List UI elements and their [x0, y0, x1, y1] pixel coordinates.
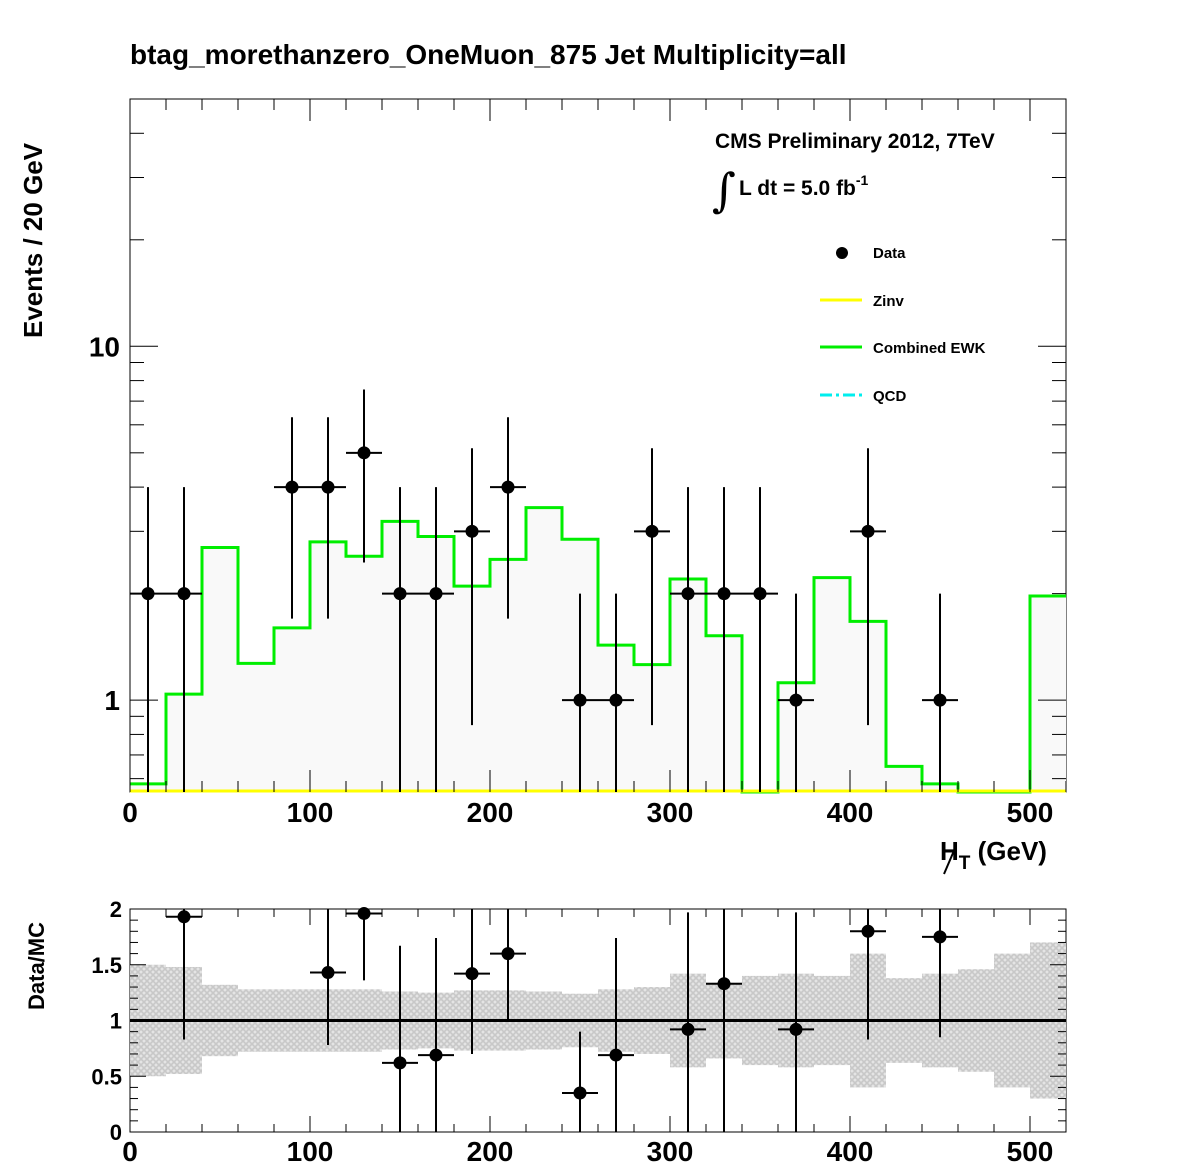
main-x-axis: 0 100 200 300 400 500 — [122, 99, 1067, 828]
ratio-x-tick-label: 400 — [827, 1136, 874, 1167]
data-point — [573, 693, 587, 707]
data-point — [465, 524, 479, 538]
ratio-point — [465, 967, 479, 981]
data-point — [321, 480, 335, 494]
ratio-x-axis: 0 100 200 300 400 500 — [122, 909, 1067, 1167]
x-title-slash-mark — [943, 845, 957, 875]
ratio-point — [861, 924, 875, 938]
main-x-tick-label: 0 — [122, 797, 138, 828]
x-title-main: H — [940, 836, 959, 866]
ratio-x-tick-label: 100 — [287, 1136, 334, 1167]
ratio-x-tick-label: 200 — [467, 1136, 514, 1167]
ratio-plot-panel: 0 100 200 300 400 500 0 0.5 1 1.5 2 Data/MC — [24, 897, 1067, 1167]
data-point — [681, 587, 695, 601]
cms-label: CMS Preliminary 2012, 7TeV — [715, 130, 995, 153]
data-point — [789, 693, 803, 707]
main-x-axis-title: HT (GeV) — [940, 836, 1047, 874]
legend-qcd-label: QCD — [873, 388, 907, 405]
ratio-y-tick-label: 0.5 — [91, 1064, 122, 1089]
ratio-point — [681, 1022, 695, 1036]
main-y-tick-label: 10 — [89, 331, 120, 362]
ewk-histogram-line — [130, 506, 1066, 794]
ratio-point — [933, 930, 947, 944]
ratio-point — [573, 1086, 587, 1100]
data-point — [393, 587, 407, 601]
data-point — [501, 480, 515, 494]
main-y-axis: 1 10 — [89, 98, 1066, 780]
ratio-point — [429, 1048, 443, 1062]
legend-zinv-label: Zinv — [873, 293, 904, 310]
data-point — [645, 524, 659, 538]
ratio-point — [357, 906, 371, 920]
data-point — [429, 587, 443, 601]
main-y-axis-title: Events / 20 GeV — [18, 142, 48, 338]
data-point — [177, 587, 191, 601]
ratio-y-tick-label: 1 — [110, 1009, 122, 1034]
data-point — [753, 587, 767, 601]
lumi-label: L dt = 5.0 fb-1 — [739, 172, 869, 200]
ratio-y-tick-label: 2 — [110, 897, 122, 922]
ratio-y-tick-label: 1.5 — [91, 953, 122, 978]
x-title-unit: (GeV) — [970, 836, 1047, 866]
lumi-prefix: L dt = 5.0 fb — [739, 177, 856, 200]
ratio-x-tick-label: 300 — [647, 1136, 694, 1167]
main-y-tick-label: 1 — [104, 685, 120, 716]
legend-ewk-label: Combined EWK — [873, 340, 986, 357]
data-point — [933, 693, 947, 707]
chart-title: btag_morethanzero_OneMuon_875 Jet Multip… — [130, 39, 847, 70]
legend-data-label: Data — [873, 245, 906, 262]
legend: Data Zinv Combined EWK QCD — [820, 245, 986, 405]
main-x-tick-label: 400 — [827, 797, 874, 828]
data-point — [285, 480, 299, 494]
main-x-tick-label: 100 — [287, 797, 334, 828]
data-point — [141, 587, 155, 601]
ratio-point — [789, 1022, 803, 1036]
main-x-tick-label: 200 — [467, 797, 514, 828]
integral-symbol: ∫ — [712, 163, 736, 217]
x-title-sub: T — [959, 853, 971, 874]
data-point — [357, 446, 371, 460]
ewk-histogram-group — [130, 506, 1066, 794]
main-x-tick-label: 300 — [647, 797, 694, 828]
ratio-point — [501, 947, 515, 961]
main-x-tick-label: 500 — [1007, 797, 1054, 828]
ratio-point — [393, 1056, 407, 1070]
ratio-points-group — [166, 906, 958, 1132]
ratio-y-axis-title: Data/MC — [24, 922, 49, 1010]
ratio-point — [609, 1048, 623, 1062]
data-point — [609, 693, 623, 707]
ratio-point — [177, 910, 191, 924]
data-point — [861, 524, 875, 538]
legend-data-marker — [836, 247, 848, 259]
data-point — [717, 587, 731, 601]
lumi-exponent: -1 — [856, 172, 869, 188]
main-plot-panel: 0 100 200 300 400 500 1 10 CMS Preliminary 201… — [18, 98, 1067, 875]
ratio-x-tick-label: 500 — [1007, 1136, 1054, 1167]
ratio-y-tick-label: 0 — [110, 1120, 122, 1145]
ratio-y-axis: 0 0.5 1 1.5 2 — [91, 897, 1066, 1145]
ratio-point — [321, 966, 335, 980]
data-points-group — [130, 389, 958, 792]
ratio-point — [717, 977, 731, 991]
ratio-x-tick-label: 0 — [122, 1136, 138, 1167]
